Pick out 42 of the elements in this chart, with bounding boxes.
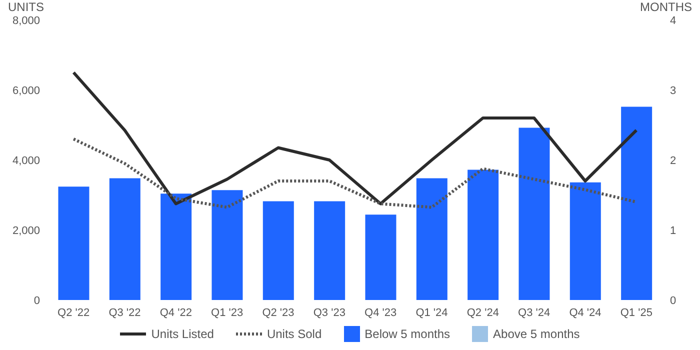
bar xyxy=(621,106,652,300)
x-tick-label: Q3 '24 xyxy=(518,306,550,319)
y2-tick-label: 3 xyxy=(670,84,676,97)
bar xyxy=(314,201,346,300)
legend-label: Units Sold xyxy=(266,327,322,341)
y-tick-label: 4,000 xyxy=(12,154,40,167)
bar xyxy=(518,128,550,300)
bar xyxy=(262,201,294,300)
y-tick-label: 0 xyxy=(34,294,40,307)
bar xyxy=(416,178,448,300)
x-tick-label: Q4 '23 xyxy=(364,306,397,319)
x-tick-label: Q4 '22 xyxy=(160,306,192,319)
x-tick-label: Q2 '24 xyxy=(466,306,499,319)
bar xyxy=(570,182,601,300)
bar xyxy=(365,214,396,300)
bar xyxy=(160,194,192,300)
legend-label: Below 5 months xyxy=(364,327,450,341)
y2-tick-label: 4 xyxy=(670,14,676,27)
y2-tick-label: 0 xyxy=(670,294,676,307)
x-tick-label: Q3 '22 xyxy=(108,306,141,319)
x-tick-label: Q1 '23 xyxy=(211,306,244,319)
bar xyxy=(109,178,140,300)
x-tick-label: Q4 '24 xyxy=(569,306,602,319)
x-tick-label: Q2 '23 xyxy=(262,306,294,319)
x-tick-label: Q3 '23 xyxy=(313,306,346,319)
bar xyxy=(58,186,90,300)
y2-axis-title: MONTHS xyxy=(640,0,692,14)
y-tick-label: 8,000 xyxy=(12,14,40,27)
y2-tick-label: 1 xyxy=(670,224,676,237)
y2-tick-label: 2 xyxy=(670,154,676,167)
bar xyxy=(212,190,243,300)
line-series xyxy=(72,71,638,206)
line-series xyxy=(72,138,638,209)
x-tick-label: Q2 '22 xyxy=(58,306,90,319)
legend-label: Above 5 months xyxy=(493,327,580,341)
y-axis-title: UNITS xyxy=(8,0,44,14)
y-tick-label: 6,000 xyxy=(12,84,40,97)
x-tick-label: Q1 '25 xyxy=(620,306,652,319)
x-tick-label: Q1 '24 xyxy=(416,306,448,319)
y-tick-label: 2,000 xyxy=(12,224,40,237)
bar xyxy=(468,170,499,300)
legend-label: Units Listed xyxy=(151,327,214,341)
